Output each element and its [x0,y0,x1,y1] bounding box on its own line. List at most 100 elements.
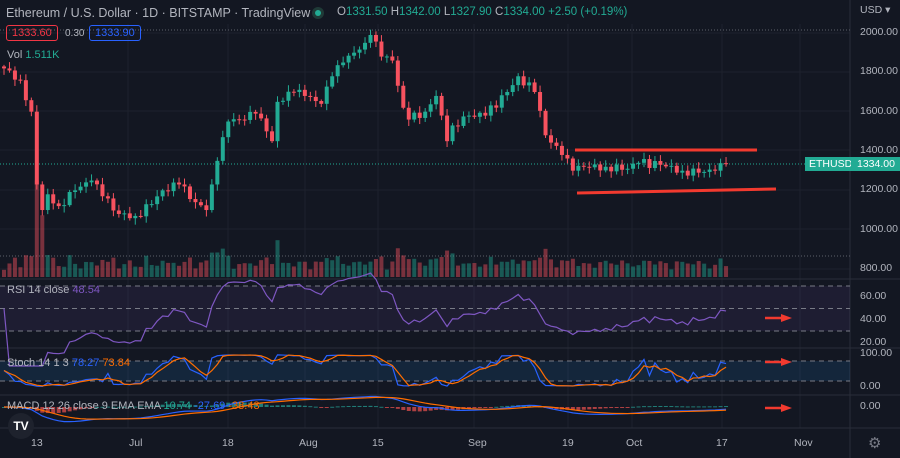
candle [406,107,411,120]
volume-bar [423,265,428,277]
volume-bar [527,261,532,277]
currency-select[interactable]: USD ▾ [860,4,891,16]
candle [2,66,6,69]
macd-histogram-bar [636,406,641,408]
candle [67,192,72,206]
candle [669,165,674,167]
macd-histogram-bar [335,406,340,408]
macd-histogram-bar [434,407,439,410]
time-tick: Aug [299,437,318,449]
volume-bar [368,261,373,277]
candle [149,204,154,206]
volume-bar [707,268,712,277]
candle [702,171,707,173]
macd-histogram-bar [363,405,368,407]
macd-histogram-bar [259,403,264,407]
macd-histogram-bar [291,405,296,407]
volume-bar [472,263,477,277]
buy-button[interactable]: 1333.90 [89,25,141,41]
macd-histogram-bar [313,406,318,408]
rsi-value: 48.54 [72,284,100,296]
symbol-legend[interactable]: Ethereum / U.S. Dollar · 1D · BITSTAMP ·… [6,6,311,20]
volume-bar [439,257,444,277]
macd-histogram-bar [674,406,679,408]
tradingview-logo[interactable]: TV [8,413,34,439]
rsi-legend[interactable]: RSI 14 close 48.54 [7,284,100,296]
candle [696,168,701,173]
macd-histogram-bar [220,403,225,407]
candle [105,196,110,199]
macd-legend[interactable]: MACD 12 26 close 9 EMA EMA 10.74 -27.69 … [7,400,260,412]
macd-signal-value: -38.43 [228,400,260,412]
candle [477,112,482,117]
macd-histogram-bar [198,405,203,407]
volume-bar [702,263,707,277]
macd-histogram-bar [368,405,373,407]
volume-bar [603,260,608,277]
macd-histogram-bar [379,406,384,408]
candle [166,190,171,192]
candle [592,164,597,168]
candle [598,164,603,171]
macd-histogram-bar [166,404,171,407]
macd-histogram-bar [598,407,603,409]
volume-bar [346,265,351,277]
volume-bar [466,263,471,277]
macd-histogram-bar [280,405,285,407]
macd-histogram-bar [237,402,242,407]
macd-histogram-bar [341,406,346,408]
macd-histogram-bar [724,406,729,408]
volume-bar [576,265,581,277]
candle [691,168,696,176]
price-tick: 1600.00 [860,104,898,117]
volume-bar [330,260,335,277]
volume-bar [177,265,182,277]
candle [510,85,515,93]
candle [313,96,318,102]
volume-bar [674,261,679,277]
volume-bar [718,258,723,277]
sell-button[interactable]: 1333.60 [6,25,58,41]
macd-histogram-bar [352,405,357,407]
price-tick: 1000.00 [860,222,898,235]
candle [302,89,307,96]
volume-bar [724,266,729,277]
candle [89,180,94,183]
volume-bar [614,264,619,277]
macd-histogram-bar [505,405,510,407]
candle [554,142,559,146]
stoch-legend[interactable]: Stoch 14 1 3 78.27 73.84 [7,357,130,369]
macd-histogram-bar [718,406,723,408]
macd-histogram-bar [133,406,138,408]
settings-gear-icon[interactable]: ⚙ [868,435,882,452]
macd-histogram-bar [215,404,220,407]
volume-bar [12,257,17,277]
candle [187,186,192,200]
candle [144,204,149,217]
volume-bar [483,264,488,277]
volume-bar [127,260,132,277]
annotation-arrow-head [781,358,792,366]
interval[interactable]: 1D [142,6,159,20]
volume-legend[interactable]: Vol 1.511K [7,49,59,61]
macd-histogram-bar [149,405,154,407]
volume-bar [631,266,636,277]
source: TradingView [241,6,311,20]
volume-bar [209,252,214,277]
volume-bar [352,262,357,277]
candle [45,194,50,211]
candle [641,159,646,163]
macd-histogram-bar [302,405,307,407]
candle [434,95,439,105]
volume-bar [198,262,203,277]
annotation-arrow-head [781,314,792,322]
volume-bar [100,259,105,277]
candle [209,184,214,211]
candle [177,182,182,185]
volume-bar [242,263,247,277]
stoch-tick: 0.00 [860,380,881,392]
time-tick: 13 [31,437,43,449]
macd-histogram-bar [707,406,712,408]
macd-label: MACD 12 26 close 9 EMA EMA [7,400,161,412]
